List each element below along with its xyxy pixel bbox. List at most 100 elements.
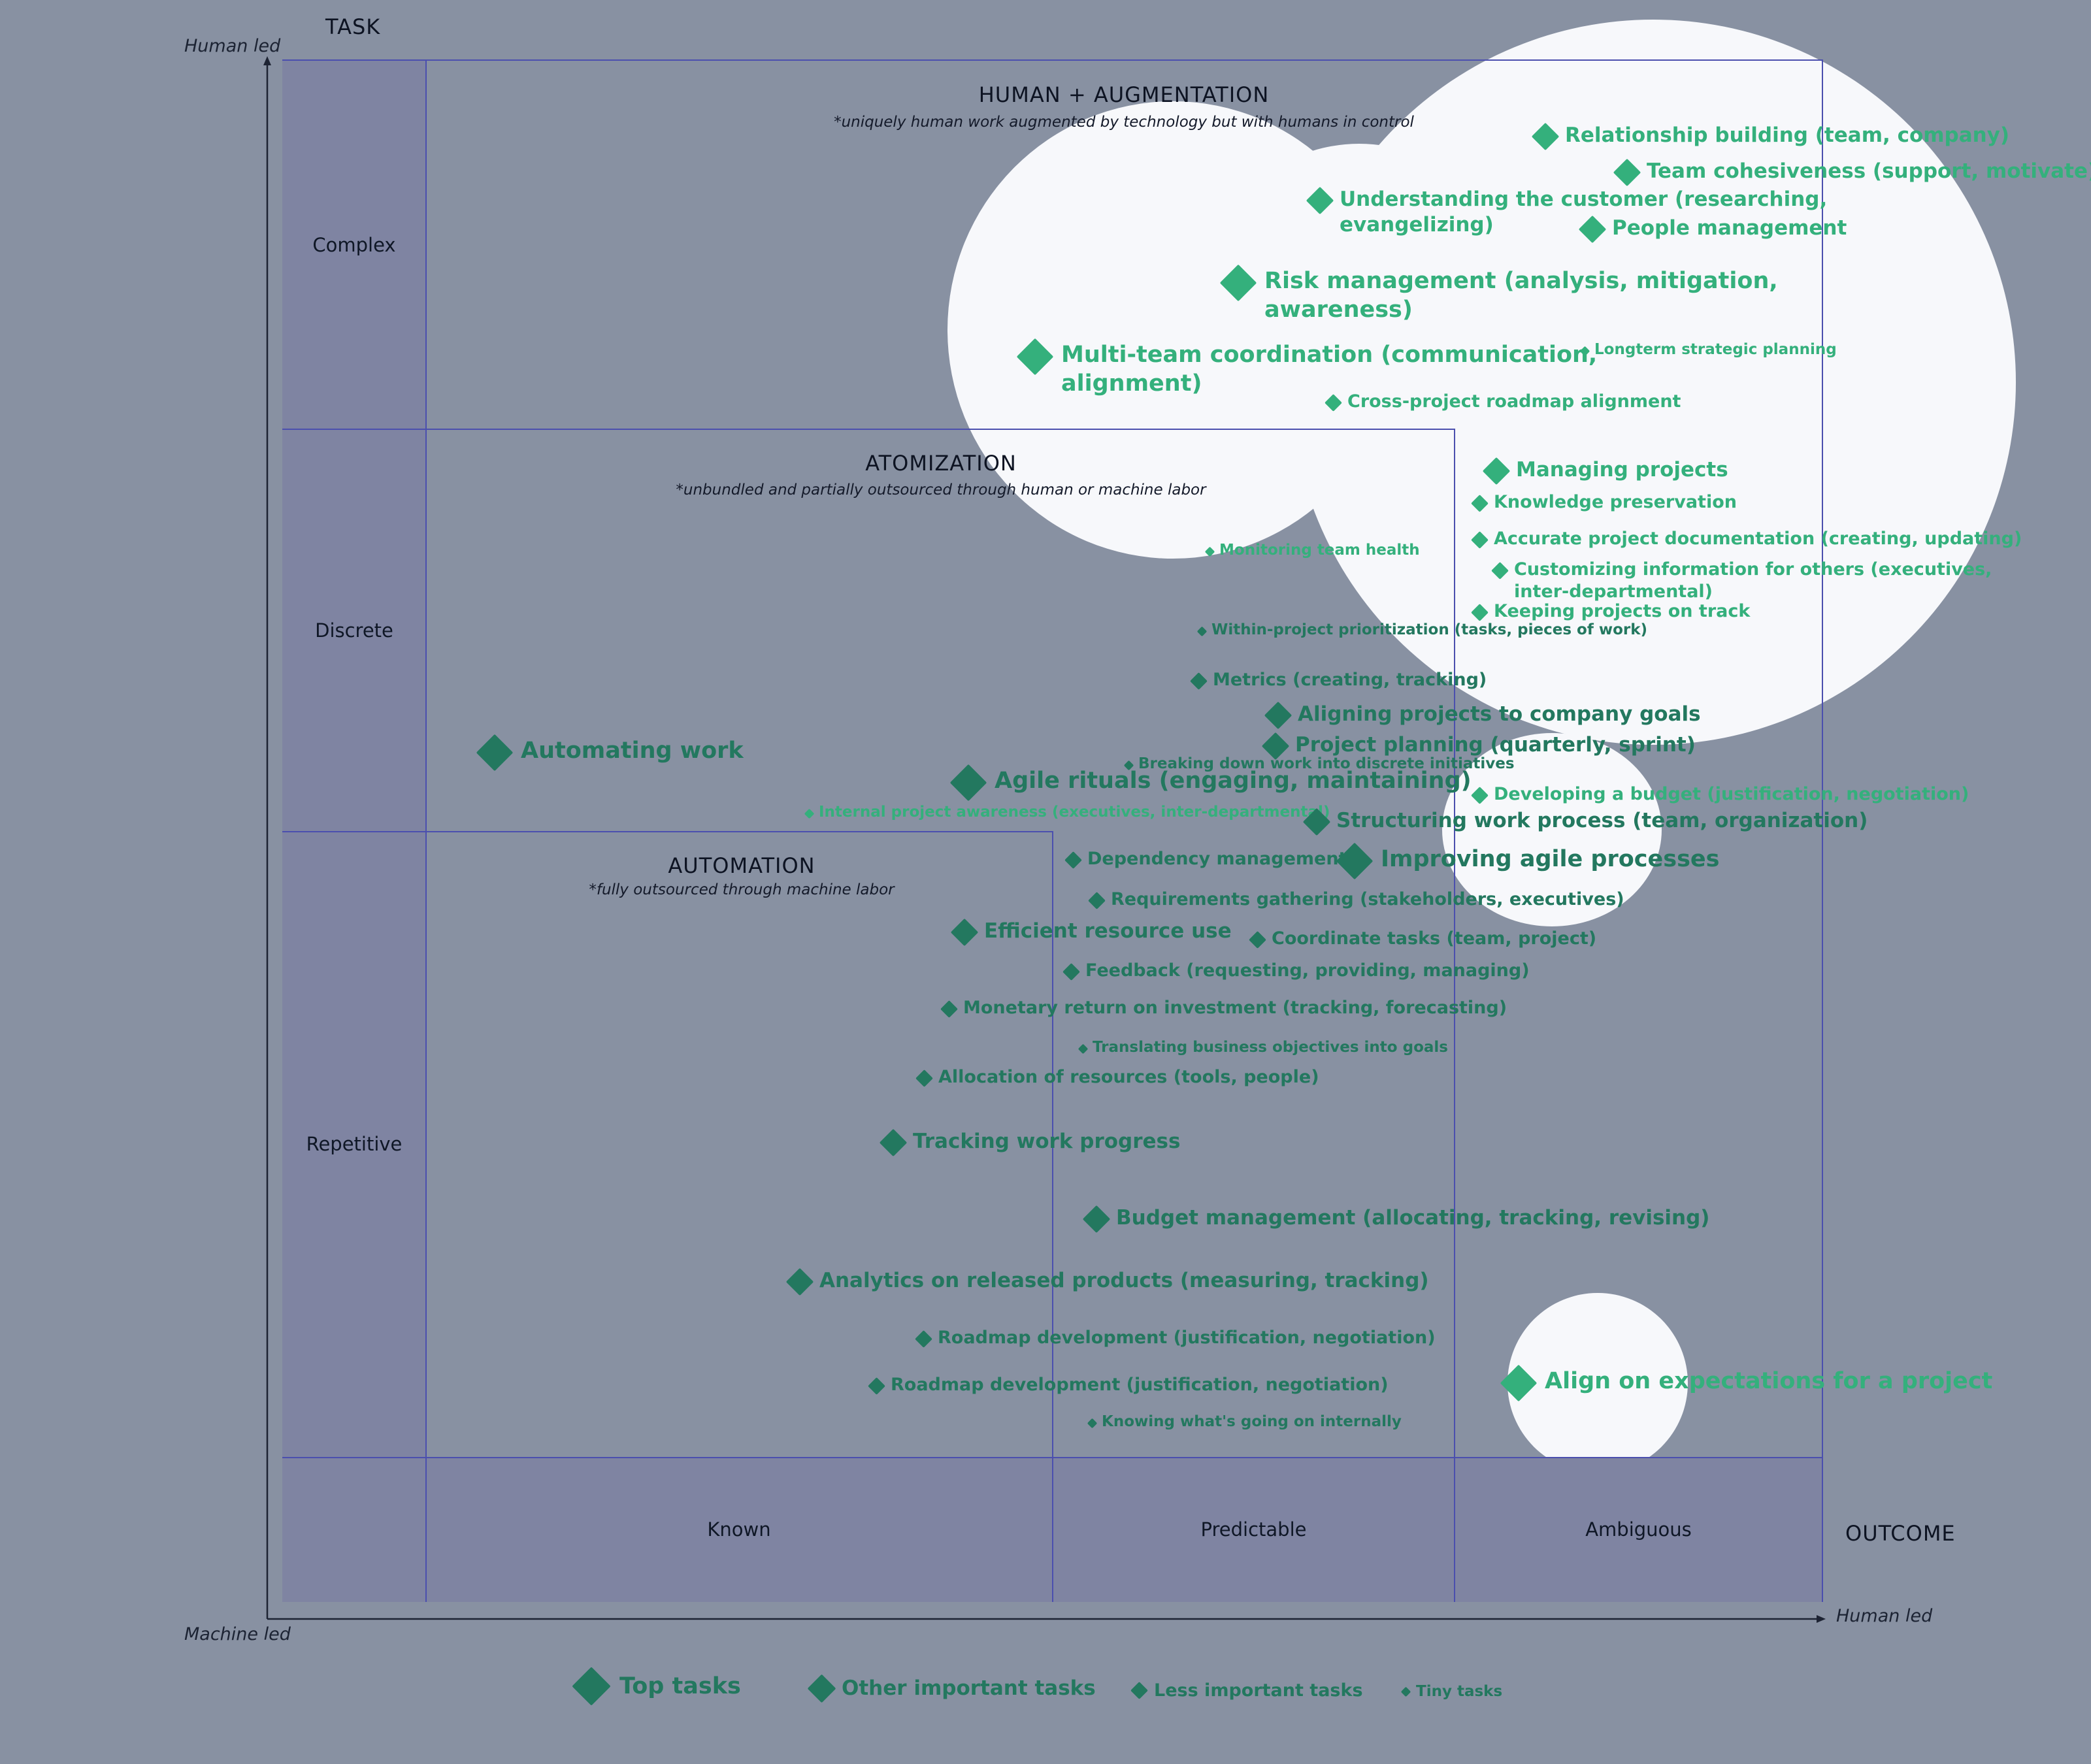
task-item: Efficient resource use xyxy=(950,918,1232,947)
task-label: Relationship building (team, company) xyxy=(1565,123,2010,147)
diamond-icon xyxy=(476,734,514,772)
task-label: Structuring work process (team, organiza… xyxy=(1336,809,1868,832)
diamond-icon xyxy=(1064,851,1082,869)
task-label: Cross-project roadmap alignment xyxy=(1347,391,1681,412)
grid-line xyxy=(282,1457,1823,1458)
task-item: Multi-team coordination (communication, … xyxy=(1016,338,1598,399)
task-label: Dependency management xyxy=(1087,849,1347,869)
diamond-icon xyxy=(949,764,987,802)
task-axis-title: TASK xyxy=(325,14,381,39)
diamond-icon xyxy=(1578,215,1607,244)
legend-less-important-tasks: Less important tasks xyxy=(1130,1680,1363,1701)
task-item: Allocation of resources (tools, people) xyxy=(915,1066,1319,1088)
task-label: Monitoring team health xyxy=(1219,542,1420,559)
task-label: Multi-team coordination (communication, … xyxy=(1061,342,1598,397)
y-axis-top-label: Human led xyxy=(184,36,281,56)
diamond-icon xyxy=(785,1267,814,1296)
task-item: Dependency management xyxy=(1064,848,1347,870)
zone-title-automation: AUTOMATION xyxy=(668,853,815,878)
task-label: Tracking work progress xyxy=(913,1130,1181,1153)
task-item: Knowledge preservation xyxy=(1471,491,1737,514)
column-label-predictable: Predictable xyxy=(1200,1518,1307,1541)
task-item: Monitoring team health xyxy=(1204,541,1420,560)
task-label: Efficient resource use xyxy=(984,919,1232,943)
task-label: Risk management (analysis, mitigation, a… xyxy=(1264,268,1778,323)
task-label: Translating business objectives into goa… xyxy=(1093,1039,1448,1056)
task-label: Managing projects xyxy=(1516,458,1728,482)
diamond-icon xyxy=(868,1377,885,1395)
diamond-icon xyxy=(807,1674,836,1703)
task-item: Agile rituals (engaging, maintaining) xyxy=(949,764,1472,802)
diamond-icon xyxy=(915,1070,933,1087)
grid-line xyxy=(282,831,1053,832)
task-label: Monetary return on investment (tracking,… xyxy=(963,998,1507,1018)
y-axis-bottom-label: Machine led xyxy=(184,1624,291,1644)
task-label: Accurate project documentation (creating… xyxy=(1494,529,2022,549)
task-item: Understanding the customer (researching,… xyxy=(1306,186,1828,238)
task-item: Internal project awareness (executives, … xyxy=(804,803,1330,822)
task-item: Monetary return on investment (tracking,… xyxy=(940,997,1507,1019)
legend-tiny-tasks: Tiny tasks xyxy=(1400,1683,1502,1700)
task-item: Roadmap development (justification, nego… xyxy=(868,1374,1389,1396)
zone-note-automation: *fully outsourced through machine labor xyxy=(589,881,895,898)
task-item: Knowing what's going on internally xyxy=(1087,1413,1402,1431)
task-label: Roadmap development (justification, nego… xyxy=(891,1375,1389,1395)
task-label: Developing a budget (justification, nego… xyxy=(1494,784,1969,804)
task-item: Improving agile processes xyxy=(1336,842,1720,880)
task-label: Metrics (creating, tracking) xyxy=(1213,670,1487,690)
zone-title-human-augmentation: HUMAN + AUGMENTATION xyxy=(978,82,1270,107)
column-header-band xyxy=(426,1458,1823,1602)
task-label: Allocation of resources (tools, people) xyxy=(938,1067,1319,1087)
diamond-icon xyxy=(1482,457,1511,485)
task-label: Breaking down work into discrete initiat… xyxy=(1138,755,1515,772)
zone-note-human-augmentation: *uniquely human work augmented by techno… xyxy=(834,114,1414,131)
task-item: Analytics on released products (measurin… xyxy=(785,1267,1429,1296)
task-item: Requirements gathering (stakeholders, ex… xyxy=(1088,889,1624,911)
task-item: Project planning (quarterly, sprint) xyxy=(1261,732,1696,760)
task-item: Risk management (analysis, mitigation, a… xyxy=(1219,264,1778,325)
task-label: Automating work xyxy=(521,738,744,764)
diamond-icon xyxy=(1302,808,1331,836)
diamond-icon xyxy=(1016,338,1054,376)
task-label: Budget management (allocating, tracking,… xyxy=(1116,1206,1710,1230)
grid-line xyxy=(1052,831,1053,1602)
task-item: Managing projects xyxy=(1482,457,1728,485)
diamond-icon xyxy=(1306,186,1334,215)
diamond-icon xyxy=(1531,122,1560,151)
task-item: Keeping projects on track xyxy=(1471,600,1750,623)
task-label: Agile rituals (engaging, maintaining) xyxy=(995,768,1472,794)
diamond-icon xyxy=(1400,1686,1411,1697)
diamond-icon xyxy=(1219,264,1257,302)
diamond-icon xyxy=(1325,394,1342,412)
diamond-icon xyxy=(950,918,979,947)
task-label: Understanding the customer (researching,… xyxy=(1340,188,1828,237)
diamond-icon xyxy=(1264,701,1292,730)
diamond-icon xyxy=(1491,562,1509,580)
diamond-icon xyxy=(1336,842,1374,880)
task-item: Longterm strategic planning xyxy=(1579,340,1837,359)
task-item: People management xyxy=(1578,215,1847,244)
task-item: Developing a budget (justification, nego… xyxy=(1471,783,1969,806)
diamond-icon xyxy=(1471,531,1489,549)
task-item: Customizing information for others (exec… xyxy=(1491,559,1992,603)
task-label: Analytics on released products (measurin… xyxy=(819,1269,1429,1292)
row-label-repetitive: Repetitive xyxy=(306,1133,403,1155)
diamond-icon xyxy=(1062,963,1080,981)
task-item: Metrics (creating, tracking) xyxy=(1190,669,1487,691)
diamond-icon xyxy=(879,1128,908,1157)
task-item: Tracking work progress xyxy=(879,1128,1181,1157)
task-item: Accurate project documentation (creating… xyxy=(1471,528,2022,550)
grid-line xyxy=(1822,60,1823,1602)
grid-line xyxy=(282,59,1823,61)
outcome-axis-title: OUTCOME xyxy=(1845,1521,1956,1546)
x-axis-arrow-icon xyxy=(1817,1615,1826,1623)
task-label: Requirements gathering (stakeholders, ex… xyxy=(1111,889,1624,909)
task-label: Internal project awareness (executives, … xyxy=(819,804,1330,821)
diamond-icon xyxy=(915,1330,932,1348)
task-item: Relationship building (team, company) xyxy=(1531,122,2010,151)
task-item: Roadmap development (justification, nego… xyxy=(915,1327,1436,1349)
diamond-icon xyxy=(1613,158,1641,187)
diamond-icon xyxy=(1500,1364,1538,1402)
